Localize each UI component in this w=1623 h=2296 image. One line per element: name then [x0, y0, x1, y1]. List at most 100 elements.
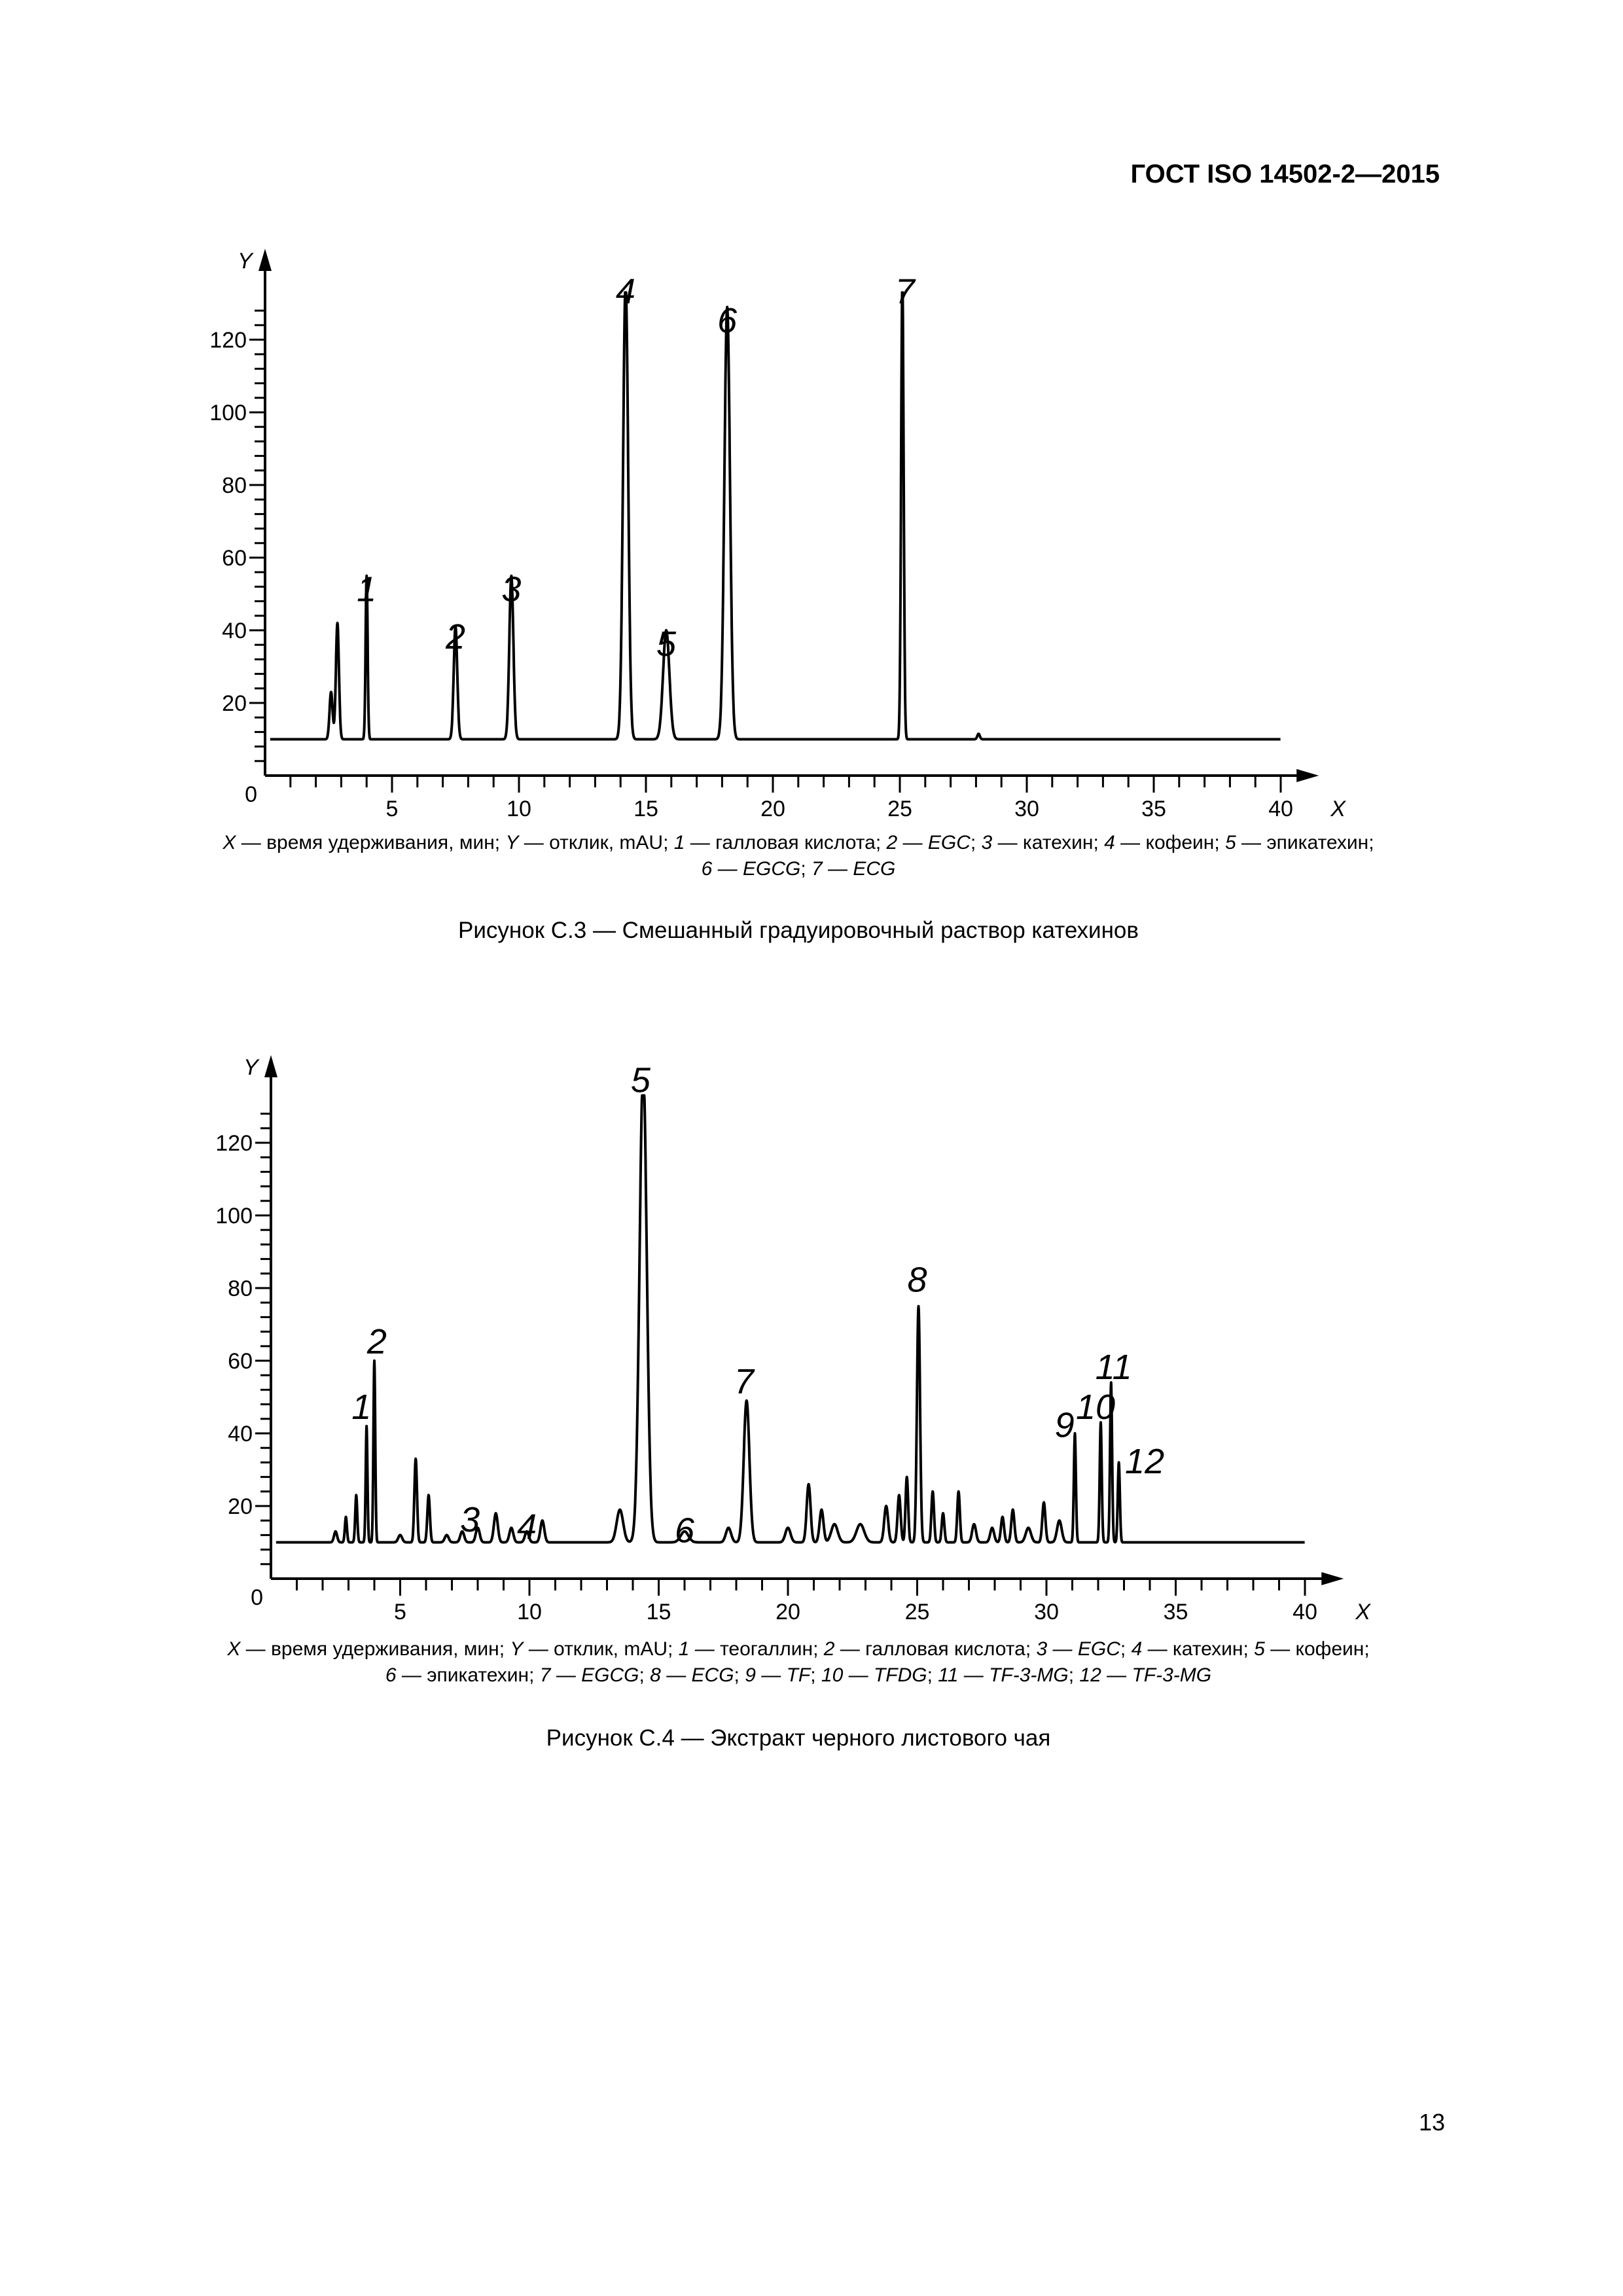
peak-apex: [808, 1483, 810, 1486]
peak-apex: [1099, 1421, 1102, 1424]
peak-apex: [365, 1425, 368, 1427]
legend-segment: ;: [1120, 1638, 1132, 1660]
peak-apex: [726, 306, 728, 308]
peak-apex: [917, 1305, 919, 1308]
standard-number: ГОСТ ISO 14502-2—2015: [1130, 160, 1440, 188]
x-tick-label: 25: [887, 797, 912, 821]
peak-apex: [665, 629, 668, 632]
page-number: 13: [1418, 2109, 1445, 2136]
x-axis-arrow: [1296, 769, 1319, 782]
peak-apex: [495, 1512, 497, 1515]
peak-apex: [972, 1523, 975, 1526]
y-tick-label: 100: [209, 401, 247, 425]
legend-segment: ;: [927, 1664, 938, 1686]
x-tick-label: 35: [1141, 797, 1166, 821]
peak-apex: [461, 1530, 463, 1533]
legend-segment: — катехин;: [992, 832, 1105, 853]
legend-segment: — отклик, mAU;: [523, 1638, 679, 1660]
peak-apex: [898, 1494, 901, 1496]
legend-segment: 10 — TFDG: [821, 1664, 927, 1686]
legend-segment: — кофеин;: [1264, 1638, 1370, 1660]
peak-apex: [820, 1509, 823, 1511]
peak-label: 2: [445, 617, 465, 656]
legend-segment: 8 — ECG: [650, 1664, 734, 1686]
x-tick-label: 5: [386, 797, 399, 821]
peak-label: 5: [631, 1060, 651, 1100]
peak-apex: [683, 1530, 686, 1533]
peak-apex: [991, 1526, 993, 1529]
peak-apex: [414, 1458, 417, 1460]
peak-apex: [1058, 1519, 1061, 1522]
peak-apex: [977, 732, 980, 735]
x-tick-label: 20: [776, 1600, 800, 1624]
y-tick-label: 120: [209, 328, 247, 353]
legend-segment: 4: [1104, 832, 1115, 853]
peak-apex: [942, 1512, 944, 1515]
legend-segment: 7 — ECG: [812, 858, 896, 880]
y-axis-arrow: [259, 249, 272, 271]
legend-segment: — катехин;: [1142, 1638, 1255, 1660]
peak-apex: [624, 291, 627, 294]
y-tick-label: 20: [222, 691, 247, 716]
peak-apex: [931, 1490, 934, 1493]
legend-segment: X: [227, 1638, 241, 1660]
y-axis-arrow: [264, 1055, 277, 1077]
legend-segment: 6: [385, 1664, 397, 1686]
peak-apex: [859, 1523, 862, 1526]
legend-segment: — эпикатехин;: [1236, 832, 1374, 853]
peak-apex: [957, 1490, 960, 1493]
y-tick-label: 60: [228, 1349, 253, 1374]
peak-label: 3: [501, 570, 521, 609]
legend-segment: 5: [1254, 1638, 1265, 1660]
x-tick-label: 5: [394, 1600, 406, 1624]
legend-segment: Y: [505, 832, 519, 853]
figure-caption: Рисунок С.3 — Смешанный градуировочный р…: [458, 918, 1139, 943]
legend-segment: 3 — EGC: [1036, 1638, 1120, 1660]
legend-segment: Y: [510, 1638, 524, 1660]
chromatogram-trace: [275, 1094, 1306, 1544]
legend-segment: ;: [800, 858, 812, 880]
x-tick-label: 15: [647, 1600, 671, 1624]
y-zero-label: 0: [245, 782, 257, 807]
figure-legend: X — время удерживания, мин; Y — отклик, …: [111, 830, 1486, 882]
x-tick-label: 10: [517, 1600, 542, 1624]
legend-segment: X: [223, 832, 236, 853]
legend-segment: — кофеин;: [1115, 832, 1226, 853]
x-tick-label: 15: [633, 797, 658, 821]
peak-apex: [901, 291, 904, 294]
legend-segment: 2 — EGC: [886, 832, 971, 853]
peak-apex: [526, 1530, 528, 1533]
legend-segment: — галловая кислота;: [685, 832, 887, 853]
y-tick-label: 80: [222, 473, 247, 498]
legend-segment: 2: [823, 1638, 835, 1660]
peak-apex: [330, 691, 332, 693]
x-tick-label: 10: [507, 797, 531, 821]
peak-apex: [345, 1516, 348, 1518]
peak-apex: [427, 1494, 430, 1496]
chromatogram-trace: [269, 291, 1282, 741]
figure-legend: X — время удерживания, мин; Y — отклик, …: [111, 1636, 1486, 1689]
figure-caption: Рисунок С.4 — Экстракт черного листового…: [546, 1725, 1051, 1751]
peak-label: 10: [1076, 1388, 1115, 1427]
legend-segment: — эпикатехин;: [396, 1664, 540, 1686]
legend-segment: 6 — EGCG: [701, 858, 801, 880]
peak-label: 2: [366, 1322, 387, 1361]
legend-segment: — теогаллин;: [689, 1638, 824, 1660]
legend-segment: 3: [981, 832, 993, 853]
legend-segment: — галловая кислота;: [834, 1638, 1037, 1660]
peak-apex: [1043, 1501, 1045, 1503]
peak-label: 11: [1096, 1348, 1132, 1387]
peak-apex: [906, 1476, 908, 1479]
legend-segment: — время удерживания, мин;: [236, 832, 506, 853]
y-tick-label: 40: [222, 619, 247, 643]
peak-apex: [454, 625, 457, 628]
legend-segment: ;: [810, 1664, 821, 1686]
y-tick-label: 40: [228, 1422, 253, 1446]
legend-line: X — время удерживания, мин; Y — отклик, …: [111, 1636, 1486, 1662]
x-tick-label: 20: [760, 797, 785, 821]
peak-apex: [336, 622, 339, 624]
legend-line: 6 — EGCG; 7 — ECG: [111, 856, 1486, 882]
peak-apex: [787, 1526, 789, 1529]
x-tick-label: 40: [1293, 1600, 1317, 1624]
